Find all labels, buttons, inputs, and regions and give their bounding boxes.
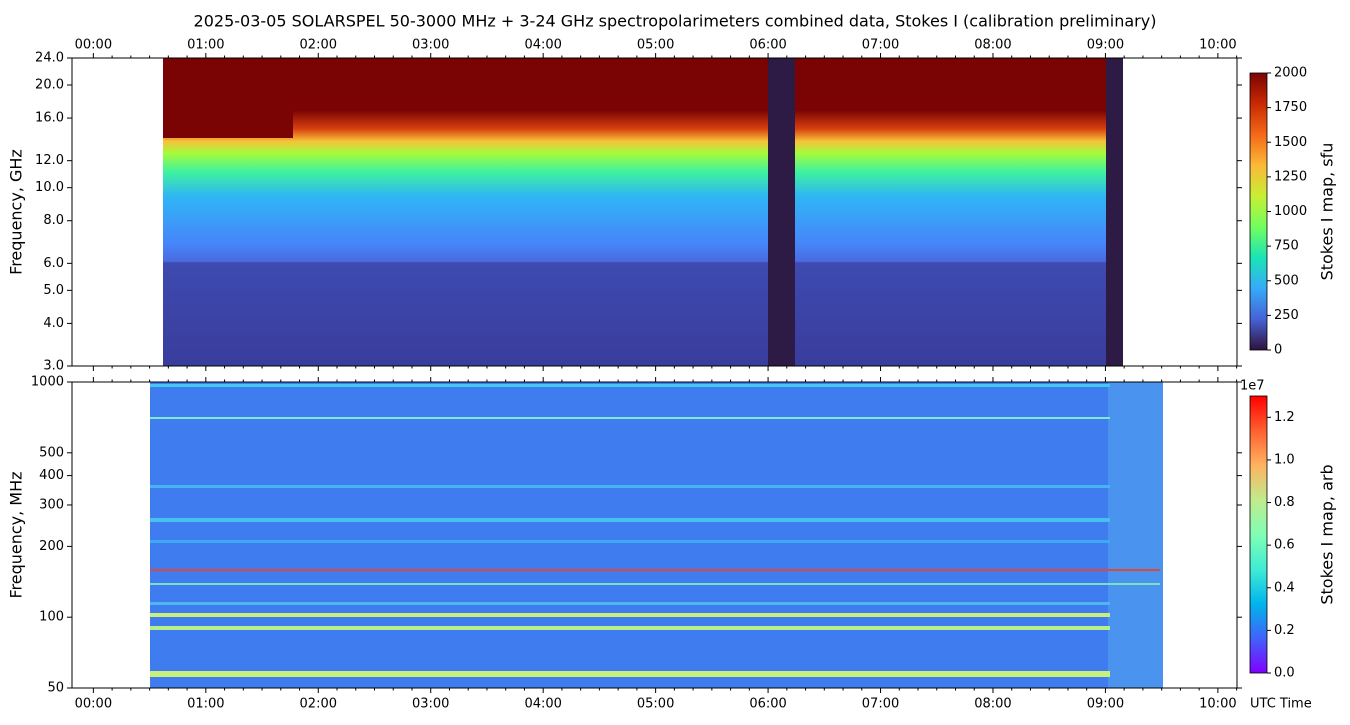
colorbar-tick-label: 0.0 xyxy=(1274,666,1295,681)
y-tick-label: 400 xyxy=(39,468,64,483)
x-tick-label: 05:00 xyxy=(637,697,674,712)
x-tick-label: 07:00 xyxy=(862,697,899,712)
x-tick-label: 09:00 xyxy=(1087,697,1124,712)
chart-title: 2025-03-05 SOLARSPEL 50-3000 MHz + 3-24 … xyxy=(194,12,1157,31)
colorbar-tick-label: 1250 xyxy=(1274,169,1307,184)
y-tick-label: 10.0 xyxy=(35,180,64,195)
x-tick-label: 04:00 xyxy=(524,38,561,53)
x-tick-label: 05:00 xyxy=(637,38,674,53)
colorbar-tick-label: 2000 xyxy=(1274,66,1307,81)
x-tick-label: 06:00 xyxy=(749,38,786,53)
plot-frame xyxy=(71,381,1238,689)
y-tick-label: 6.0 xyxy=(43,256,64,271)
x-tick-label: 01:00 xyxy=(187,38,224,53)
colorbar-tick-label: 1500 xyxy=(1274,135,1307,150)
x-tick-label: 09:00 xyxy=(1087,38,1124,53)
y-tick-label: 300 xyxy=(39,497,64,512)
colorbar-tick-label: 750 xyxy=(1274,239,1299,254)
colorbar xyxy=(1249,72,1268,351)
y-tick-label: 24.0 xyxy=(35,51,64,66)
x-tick-label: 00:00 xyxy=(75,697,112,712)
y-tick-label: 100 xyxy=(39,610,64,625)
colorbar-tick-label: 0.6 xyxy=(1274,538,1295,553)
colorbar-tick-label: 1.0 xyxy=(1274,452,1295,467)
plot-frame xyxy=(71,57,1238,367)
x-tick-label: 10:00 xyxy=(1199,38,1236,53)
x-tick-label: 06:00 xyxy=(749,697,786,712)
colorbar-tick-label: 0.2 xyxy=(1274,623,1295,638)
colorbar-label: Stokes I map, sfu xyxy=(1318,143,1337,281)
y-tick-label: 3.0 xyxy=(43,359,64,374)
colorbar-tick-label: 1750 xyxy=(1274,100,1307,115)
y-tick-label: 5.0 xyxy=(43,283,64,298)
y-tick-label: 12.0 xyxy=(35,153,64,168)
x-tick-label: 03:00 xyxy=(412,38,449,53)
colorbar-tick-label: 0.4 xyxy=(1274,580,1295,595)
colorbar-tick-label: 0.8 xyxy=(1274,495,1295,510)
colorbar-label: Stokes I map, arb xyxy=(1318,464,1337,604)
y-tick-label: 8.0 xyxy=(43,213,64,228)
y-tick-label: 200 xyxy=(39,539,64,554)
y-tick-label: 16.0 xyxy=(35,111,64,126)
colorbar-tick-label: 250 xyxy=(1274,308,1299,323)
y-axis-label: Frequency, MHz xyxy=(7,471,26,598)
x-tick-label: 01:00 xyxy=(187,697,224,712)
x-tick-label: 03:00 xyxy=(412,697,449,712)
x-tick-label: 02:00 xyxy=(300,38,337,53)
y-tick-label: 500 xyxy=(39,445,64,460)
colorbar-tick-label: 500 xyxy=(1274,273,1299,288)
colorbar xyxy=(1249,395,1268,674)
x-tick-label: 00:00 xyxy=(75,38,112,53)
y-tick-label: 20.0 xyxy=(35,78,64,93)
y-tick-label: 50 xyxy=(47,681,64,696)
x-tick-label: 10:00 xyxy=(1199,697,1236,712)
y-axis-label: Frequency, GHz xyxy=(7,149,26,275)
colorbar-tick-label: 1000 xyxy=(1274,204,1307,219)
y-tick-label: 1000 xyxy=(31,375,64,390)
heatmap-image xyxy=(150,58,1163,688)
colorbar-tick-label: 1.2 xyxy=(1274,410,1295,425)
colorbar-tick-label: 0 xyxy=(1274,343,1282,358)
x-tick-label: 02:00 xyxy=(300,697,337,712)
x-tick-label: 07:00 xyxy=(862,38,899,53)
colorbar-offset: 1e7 xyxy=(1240,379,1265,394)
y-tick-label: 4.0 xyxy=(43,316,64,331)
x-tick-label: 04:00 xyxy=(524,697,561,712)
x-tick-label: 08:00 xyxy=(974,697,1011,712)
x-axis-label: UTC Time xyxy=(1250,697,1312,712)
x-tick-label: 08:00 xyxy=(974,38,1011,53)
